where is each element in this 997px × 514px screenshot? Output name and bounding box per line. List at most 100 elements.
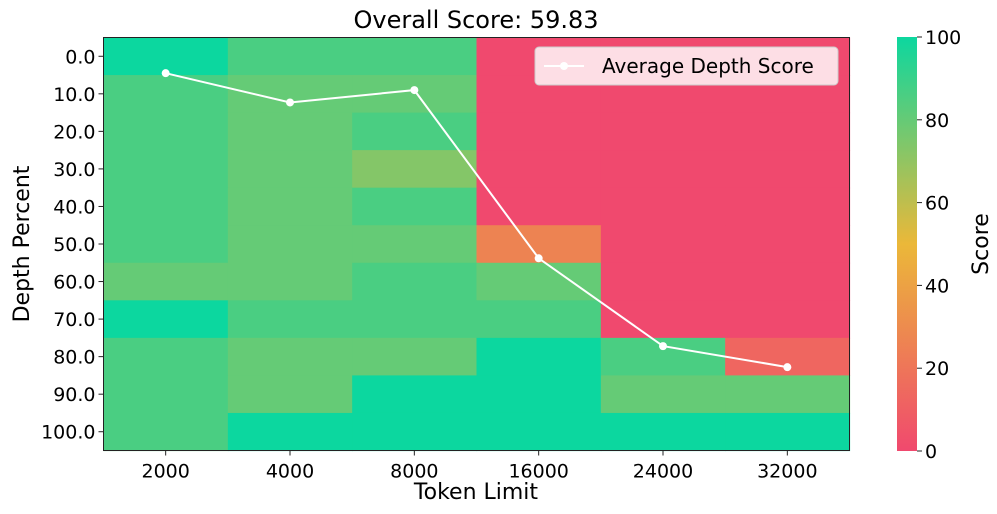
heatmap-cell — [352, 112, 478, 151]
heatmap-cell — [352, 337, 478, 377]
heatmap-cell — [103, 262, 229, 301]
y-tick-label: 100.0 — [41, 422, 95, 444]
heatmap-cell — [725, 112, 851, 151]
x-axis-ticks: 2000 4000 8000 16000 24000 32000 — [141, 450, 818, 483]
heatmap-cell — [476, 112, 602, 151]
heatmap-cell — [352, 375, 478, 414]
y-tick-label: 40.0 — [53, 196, 95, 218]
y-tick-label: 0.0 — [65, 46, 95, 68]
heatmap-cell — [352, 412, 478, 452]
average-depth-point — [161, 69, 170, 78]
heatmap-cell — [103, 150, 229, 189]
y-tick-label: 70.0 — [53, 309, 95, 331]
heatmap-cell — [227, 337, 353, 377]
heatmap-cell — [725, 300, 851, 339]
heatmap-cell — [227, 187, 353, 226]
y-axis-label: Depth Percent — [10, 165, 35, 322]
heatmap-cell — [725, 262, 851, 301]
x-tick-label: 16000 — [508, 461, 568, 483]
heatmap-cell — [600, 112, 726, 151]
heatmap-cell — [227, 375, 353, 414]
heatmap-cell — [600, 412, 726, 452]
colorbar-ticks: 0 20 40 60 80 100 — [917, 27, 961, 463]
heatmap-cell — [600, 262, 726, 301]
x-tick-label: 8000 — [390, 461, 438, 483]
heatmap-cell — [476, 300, 602, 339]
average-depth-line — [161, 69, 792, 372]
heatmap-cell — [352, 300, 478, 339]
heatmap-cell — [103, 187, 229, 226]
y-tick-label: 90.0 — [53, 384, 95, 406]
heatmap-cell — [600, 300, 726, 339]
heatmap-cell — [227, 262, 353, 301]
heatmap-cell — [725, 150, 851, 189]
average-depth-point — [783, 363, 792, 372]
heatmap-cell — [227, 412, 353, 452]
heatmap-cell — [227, 150, 353, 189]
colorbar-tick-label: 20 — [925, 358, 949, 380]
legend: Average Depth Score — [534, 46, 839, 86]
colorbar-tick-label: 0 — [925, 441, 937, 463]
x-tick-label: 4000 — [266, 461, 314, 483]
y-tick-label: 10.0 — [53, 84, 95, 106]
heatmap-cell — [227, 112, 353, 151]
heatmap-cell — [476, 412, 602, 452]
colorbar-tick-label: 100 — [925, 27, 961, 49]
average-depth-point — [286, 98, 294, 107]
heatmap-cell — [600, 225, 726, 264]
heatmap-cell — [103, 75, 229, 114]
x-tick-label: 24000 — [633, 461, 693, 483]
average-depth-point — [659, 342, 667, 351]
y-tick-label: 50.0 — [53, 234, 95, 256]
heatmap-cell — [352, 187, 478, 226]
y-tick-label: 80.0 — [53, 347, 95, 369]
heatmap-cell — [227, 37, 353, 76]
heatmap-cell — [476, 375, 602, 414]
heatmap-cell — [103, 112, 229, 151]
average-depth-point — [410, 86, 419, 95]
heatmap-cell — [476, 187, 602, 226]
x-axis-label: Token Limit — [413, 480, 539, 505]
average-depth-point — [534, 254, 543, 263]
heatmap-cell — [227, 75, 353, 114]
heatmap-cell — [352, 150, 478, 189]
heatmap-cell — [600, 375, 726, 414]
heatmap-cell — [352, 262, 478, 301]
heatmap-cell — [103, 225, 229, 264]
colorbar — [897, 37, 917, 451]
heatmap-cell — [600, 150, 726, 189]
heatmap-cell — [103, 375, 229, 414]
heatmap-cell — [103, 412, 229, 452]
heatmap-cells — [103, 37, 851, 452]
heatmap-cell — [352, 37, 478, 76]
colorbar-label: Score — [969, 213, 994, 275]
average-depth-polyline — [165, 72, 788, 369]
x-tick-label: 32000 — [757, 461, 817, 483]
chart-title: Overall Score: 59.83 — [353, 6, 598, 34]
legend-box — [534, 46, 839, 86]
heatmap-cell — [725, 412, 851, 452]
y-tick-label: 60.0 — [53, 272, 95, 294]
heatmap-cell — [725, 375, 851, 414]
heatmap-cell — [476, 262, 602, 301]
y-tick-label: 30.0 — [53, 159, 95, 181]
colorbar-tick-label: 80 — [925, 110, 949, 132]
x-tick-label: 2000 — [141, 461, 189, 483]
heatmap-cell — [227, 225, 353, 264]
heatmap-cell — [476, 337, 602, 377]
heatmap-cell — [476, 150, 602, 189]
plot-frame — [103, 37, 850, 451]
heatmap-cell — [103, 300, 229, 339]
y-tick-label: 20.0 — [53, 121, 95, 143]
colorbar-tick-label: 40 — [925, 275, 949, 297]
legend-marker — [560, 62, 568, 70]
heatmap-cell — [725, 225, 851, 264]
heatmap-cell — [227, 300, 353, 339]
heatmap-cell — [103, 337, 229, 377]
heatmap-cell — [352, 225, 478, 264]
colorbar-tick-label: 60 — [925, 193, 949, 215]
legend-label: Average Depth Score — [602, 54, 814, 78]
heatmap-cell — [725, 187, 851, 226]
